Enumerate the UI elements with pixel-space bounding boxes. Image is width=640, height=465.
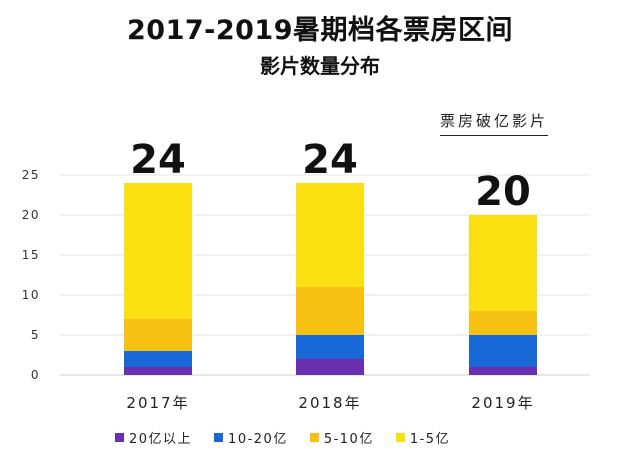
legend-swatch — [395, 433, 405, 442]
x-axis-ticks: 2017年 2018年 2019年 — [126, 394, 534, 412]
legend-swatch — [309, 433, 319, 442]
y-axis-ticks: 0 5 10 15 20 25 — [22, 168, 40, 382]
y-tick-label: 15 — [22, 248, 40, 262]
total-label: 24 — [302, 137, 358, 183]
legend-item: 20亿以上 — [115, 428, 192, 447]
total-label: 20 — [475, 169, 531, 215]
legend-label: 10-20亿 — [228, 432, 288, 447]
bar-segment — [469, 367, 537, 375]
bar-segment — [124, 351, 192, 367]
bar-segment — [124, 183, 192, 319]
legend-item: 5-10亿 — [309, 428, 374, 447]
x-tick-label: 2017年 — [126, 394, 189, 412]
chart-note: 票房破亿影片 — [440, 110, 549, 136]
legend-label: 1-5亿 — [409, 432, 451, 447]
bar-segment — [469, 311, 537, 335]
x-tick-label: 2019年 — [471, 394, 534, 412]
legend-swatch — [115, 433, 124, 442]
y-tick-label: 5 — [31, 328, 40, 342]
x-tick-label: 2018年 — [298, 394, 361, 412]
y-tick-label: 10 — [22, 288, 40, 302]
legend-swatch — [214, 433, 224, 442]
chart-subtitle: 影片数量分布 — [260, 54, 380, 78]
bars — [124, 183, 537, 375]
bar-segment — [296, 287, 364, 335]
legend: 20亿以上 10-20亿 5-10亿 1-5亿 — [115, 428, 450, 447]
bar-segment — [469, 215, 537, 311]
legend-label: 20亿以上 — [129, 432, 193, 447]
bar-segment — [296, 359, 364, 375]
bar-segment — [296, 335, 364, 359]
total-labels: 24 24 20 — [130, 137, 531, 215]
bar-segment — [296, 183, 364, 287]
total-label: 24 — [130, 137, 186, 183]
legend-item: 10-20亿 — [214, 428, 288, 447]
bar-segment — [124, 319, 192, 351]
y-tick-label: 20 — [22, 208, 40, 222]
bar-segment — [469, 335, 537, 367]
legend-item: 1-5亿 — [395, 428, 451, 447]
y-tick-label: 0 — [31, 368, 40, 382]
y-tick-label: 25 — [22, 168, 40, 182]
chart-title: 2017-2019暑期档各票房区间 — [127, 15, 513, 46]
bar-segment — [124, 367, 192, 375]
legend-label: 5-10亿 — [323, 432, 374, 447]
